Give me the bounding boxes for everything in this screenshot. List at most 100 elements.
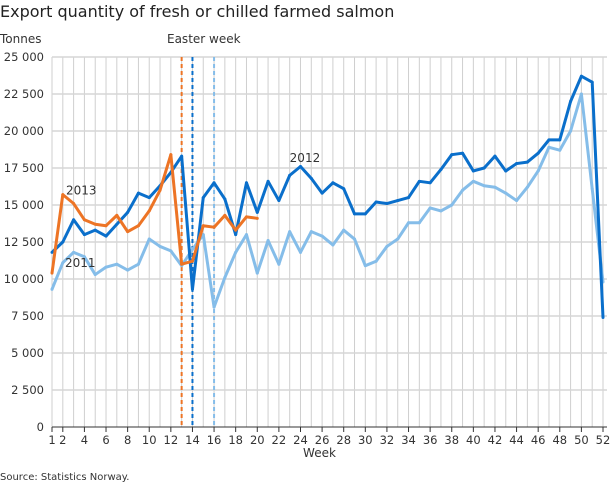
data-point [136, 191, 140, 195]
data-point [180, 262, 184, 266]
x-tick-label: 16 [207, 433, 222, 447]
data-point [450, 203, 454, 207]
data-point [536, 169, 540, 173]
y-tick-label: 5 000 [11, 346, 44, 360]
x-tick-label: 34 [401, 433, 416, 447]
x-tick-label: 42 [488, 433, 503, 447]
data-point [201, 224, 205, 228]
y-tick-label: 22 500 [4, 87, 44, 101]
data-point [169, 153, 173, 157]
x-tick-label: 44 [509, 433, 524, 447]
data-point [255, 271, 259, 275]
data-point [136, 262, 140, 266]
data-point [136, 224, 140, 228]
data-point [288, 173, 292, 177]
data-point [525, 185, 529, 189]
x-tick-label: 22 [272, 433, 287, 447]
x-tick-label: 36 [423, 433, 438, 447]
x-tick-label: 40 [466, 433, 481, 447]
x-tick-label: 14 [185, 433, 200, 447]
data-point [277, 199, 281, 203]
data-point [482, 166, 486, 170]
x-tick-label: 50 [574, 433, 589, 447]
data-point [504, 169, 508, 173]
data-point [353, 212, 357, 216]
x-tick-label: 20 [250, 433, 265, 447]
data-point [255, 216, 259, 220]
data-point [428, 181, 432, 185]
x-tick-label: 10 [142, 433, 157, 447]
x-tick-label: 46 [531, 433, 546, 447]
data-point [504, 191, 508, 195]
data-point [212, 305, 216, 309]
data-point [331, 243, 335, 247]
source-note: Source: Statistics Norway. [0, 472, 130, 483]
data-point [190, 247, 194, 251]
data-point [190, 259, 194, 263]
data-point [212, 181, 216, 185]
data-point [525, 160, 529, 164]
data-point [234, 250, 238, 254]
series-line-2012 [50, 74, 605, 318]
data-point [558, 148, 562, 152]
data-point [385, 244, 389, 248]
data-point [471, 179, 475, 183]
data-point [115, 262, 119, 266]
data-point [223, 197, 227, 201]
data-point [417, 221, 421, 225]
data-point [212, 225, 216, 229]
series-label-2012: 2012 [290, 151, 321, 165]
data-point [493, 185, 497, 189]
series-label-2013: 2013 [66, 184, 97, 198]
data-point [115, 213, 119, 217]
data-point [331, 181, 335, 185]
data-point [569, 99, 573, 103]
data-point [50, 287, 54, 291]
x-tick-label: 18 [228, 433, 243, 447]
data-point [72, 202, 76, 206]
data-point [493, 154, 497, 158]
data-point [147, 237, 151, 241]
data-point [471, 169, 475, 173]
data-point [461, 151, 465, 155]
data-point [61, 193, 65, 197]
data-point [234, 233, 238, 237]
data-point [342, 187, 346, 191]
data-point [428, 206, 432, 210]
data-point [342, 228, 346, 232]
data-point [82, 255, 86, 259]
series-2013 [50, 153, 259, 275]
data-point [363, 212, 367, 216]
data-point [104, 265, 108, 269]
data-point [579, 92, 583, 96]
data-point [515, 199, 519, 203]
data-point [223, 276, 227, 280]
data-point [309, 176, 313, 180]
data-point [72, 218, 76, 222]
data-point [93, 273, 97, 277]
x-tick-label: 38 [444, 433, 459, 447]
chart-title: Export quantity of fresh or chilled farm… [0, 2, 395, 21]
y-tick-label: 7 500 [11, 309, 44, 323]
data-point [288, 230, 292, 234]
data-point [298, 165, 302, 169]
x-tick-label: 52 [596, 433, 610, 447]
series-line-2013 [50, 153, 258, 274]
data-point [244, 181, 248, 185]
data-point [547, 145, 551, 149]
data-point [298, 250, 302, 254]
data-point [126, 210, 130, 214]
data-point [579, 74, 583, 78]
data-point [50, 250, 54, 254]
series-2012 [50, 74, 605, 319]
data-point [590, 80, 594, 84]
data-point [266, 239, 270, 243]
data-point [547, 138, 551, 142]
data-point [180, 154, 184, 158]
data-point [363, 264, 367, 268]
data-point [558, 138, 562, 142]
data-point [223, 213, 227, 217]
data-point [407, 221, 411, 225]
